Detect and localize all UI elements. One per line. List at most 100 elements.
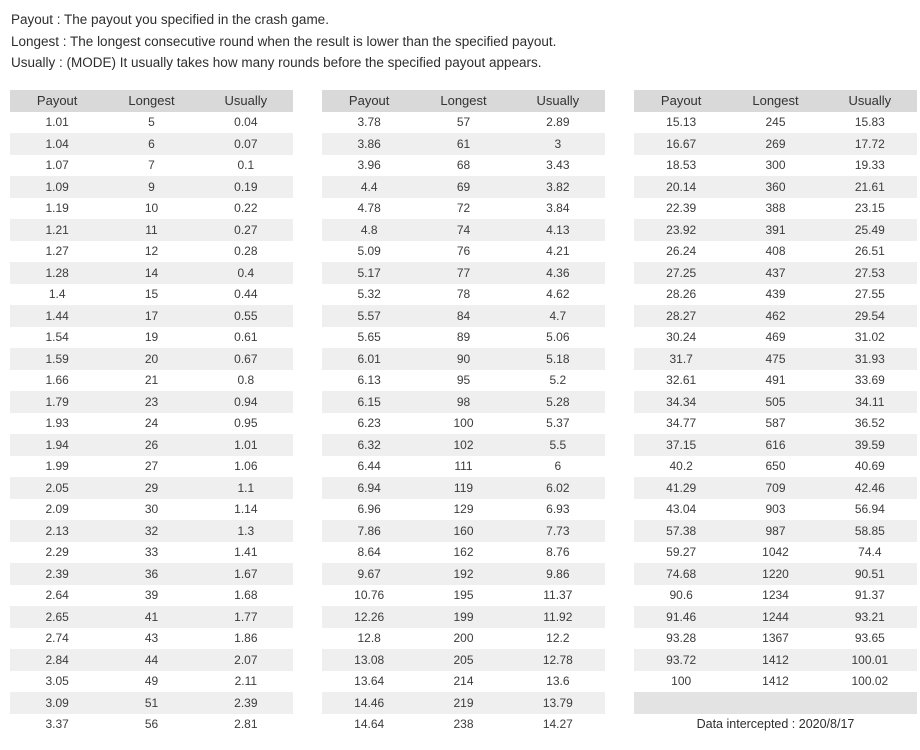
table-row: 3.37 56 2.81 [10,714,293,736]
cell-usually: 4.7 [510,305,605,327]
cell-longest: 69 [416,176,511,198]
table-row: 43.04 903 56.94 [634,499,917,521]
cell-payout: 6.44 [357,459,381,474]
cell-usually: 1.06 [234,459,258,474]
cell-payout: 100 [671,674,692,689]
cell-longest: 21 [144,373,159,388]
description-line-longest: Longest : The longest consecutive round … [11,33,557,49]
header-row: Payout Longest Usually [10,89,293,112]
table-row: 3.86 61 3 [322,133,605,155]
cell-longest: 41 [104,606,199,628]
cell-longest: 119 [416,477,511,499]
cell-usually: 27.55 [854,287,885,302]
cell-usually: 2.39 [198,692,293,714]
cell-usually: 15.83 [854,115,885,130]
cell-payout: 2.39 [10,563,105,585]
table-row: 5.57 84 4.7 [322,305,605,327]
cell-payout: 16.67 [634,133,729,155]
table-row: 20.14 360 21.61 [634,176,917,198]
cell-longest: 192 [416,563,511,585]
cell-longest: 84 [416,305,511,327]
cell-payout: 32.61 [666,373,697,388]
table-row: 8.64 162 8.76 [322,542,605,564]
cell-payout: 6.32 [322,434,417,456]
cell-usually: 9.86 [510,563,605,585]
cell-payout: 5.57 [322,305,417,327]
cell-payout: 15.13 [666,115,697,130]
legend-description: Payout : The payout you specified in the… [0,0,920,74]
empty-cell [822,692,917,714]
table-row: 74.68 1220 90.51 [634,563,917,585]
table-row: 1.44 17 0.55 [10,305,293,327]
cell-longest: 238 [453,717,474,732]
cell-payout: 41.29 [634,477,729,499]
cell-usually: 1.86 [234,631,258,646]
cell-usually: 3.84 [546,201,570,216]
cell-usually: 26.51 [854,244,885,259]
cell-payout: 14.64 [354,717,385,732]
cell-longest: 9 [104,176,199,198]
cell-usually: 2.11 [234,674,258,689]
cell-longest: 391 [728,219,823,241]
cell-usually: 0.61 [234,330,258,345]
cell-longest: 98 [416,391,511,413]
cell-payout: 10.76 [354,588,385,603]
cell-usually: 11.37 [543,588,573,603]
cell-usually: 25.49 [822,219,917,241]
cell-longest: 469 [765,330,786,345]
cell-payout: 59.27 [666,545,697,560]
description-line-payout: Payout : The payout you specified in the… [11,12,329,27]
table-row: 34.77 587 36.52 [634,413,917,435]
table-row: 3.05 49 2.11 [10,671,293,693]
table-row: 9.67 192 9.86 [322,563,605,585]
table-row: 1.01 5 0.04 [10,112,293,134]
cell-longest: 26 [104,434,199,456]
cell-usually: 1.68 [234,588,258,603]
cell-payout: 4.78 [357,201,381,216]
table-row: 6.96 129 6.93 [322,499,605,521]
table-row: 4.78 72 3.84 [322,198,605,220]
cell-longest: 439 [765,287,786,302]
table-row: 4.4 69 3.82 [322,176,605,198]
table-row: 2.13 32 1.3 [10,520,293,542]
table-row: 14.46 219 13.79 [322,692,605,714]
cell-longest: 199 [416,606,511,628]
cell-payout: 1.21 [10,219,105,241]
cell-usually: 4.62 [546,287,570,302]
cell-payout: 13.64 [354,674,385,689]
table-row: 93.72 1412 100.01 [634,649,917,671]
cell-usually: 0.95 [234,416,258,431]
table-row: 1.66 21 0.8 [10,370,293,392]
table-row: 6.23 100 5.37 [322,413,605,435]
table-row: 31.7 475 31.93 [634,348,917,370]
cell-longest: 903 [765,502,786,517]
cell-payout: 2.13 [10,520,105,542]
cell-payout: 57.38 [634,520,729,542]
table-row: 1.59 20 0.67 [10,348,293,370]
footer-row: Data intercepted : 2020/8/17 [634,713,917,735]
cell-payout: 12.8 [357,631,381,646]
cell-longest: 214 [453,674,474,689]
cell-usually: 7.73 [510,520,605,542]
data-intercepted-note: Data intercepted : 2020/8/17 [634,713,917,735]
cell-payout: 28.26 [666,287,697,302]
table-row: 16.67 269 17.72 [634,133,917,155]
cell-payout: 2.65 [10,606,105,628]
table-row: 6.32 102 5.5 [322,434,605,456]
cell-usually: 12.2 [546,631,570,646]
table-row: 30.24 469 31.02 [634,327,917,349]
cell-longest: 39 [144,588,159,603]
cell-payout: 6.94 [322,477,417,499]
cell-usually: 1.41 [234,545,258,560]
cell-usually: 0.94 [198,391,293,413]
cell-payout: 1.94 [10,434,105,456]
cell-longest: 77 [416,262,511,284]
empty-row [634,692,917,714]
header-row: Payout Longest Usually [322,89,605,112]
cell-usually: 34.11 [822,391,917,413]
cell-usually: 13.6 [546,674,570,689]
cell-longest: 987 [728,520,823,542]
cell-longest: 219 [416,692,511,714]
cell-longest: 14 [104,262,199,284]
cell-payout: 13.08 [322,649,417,671]
